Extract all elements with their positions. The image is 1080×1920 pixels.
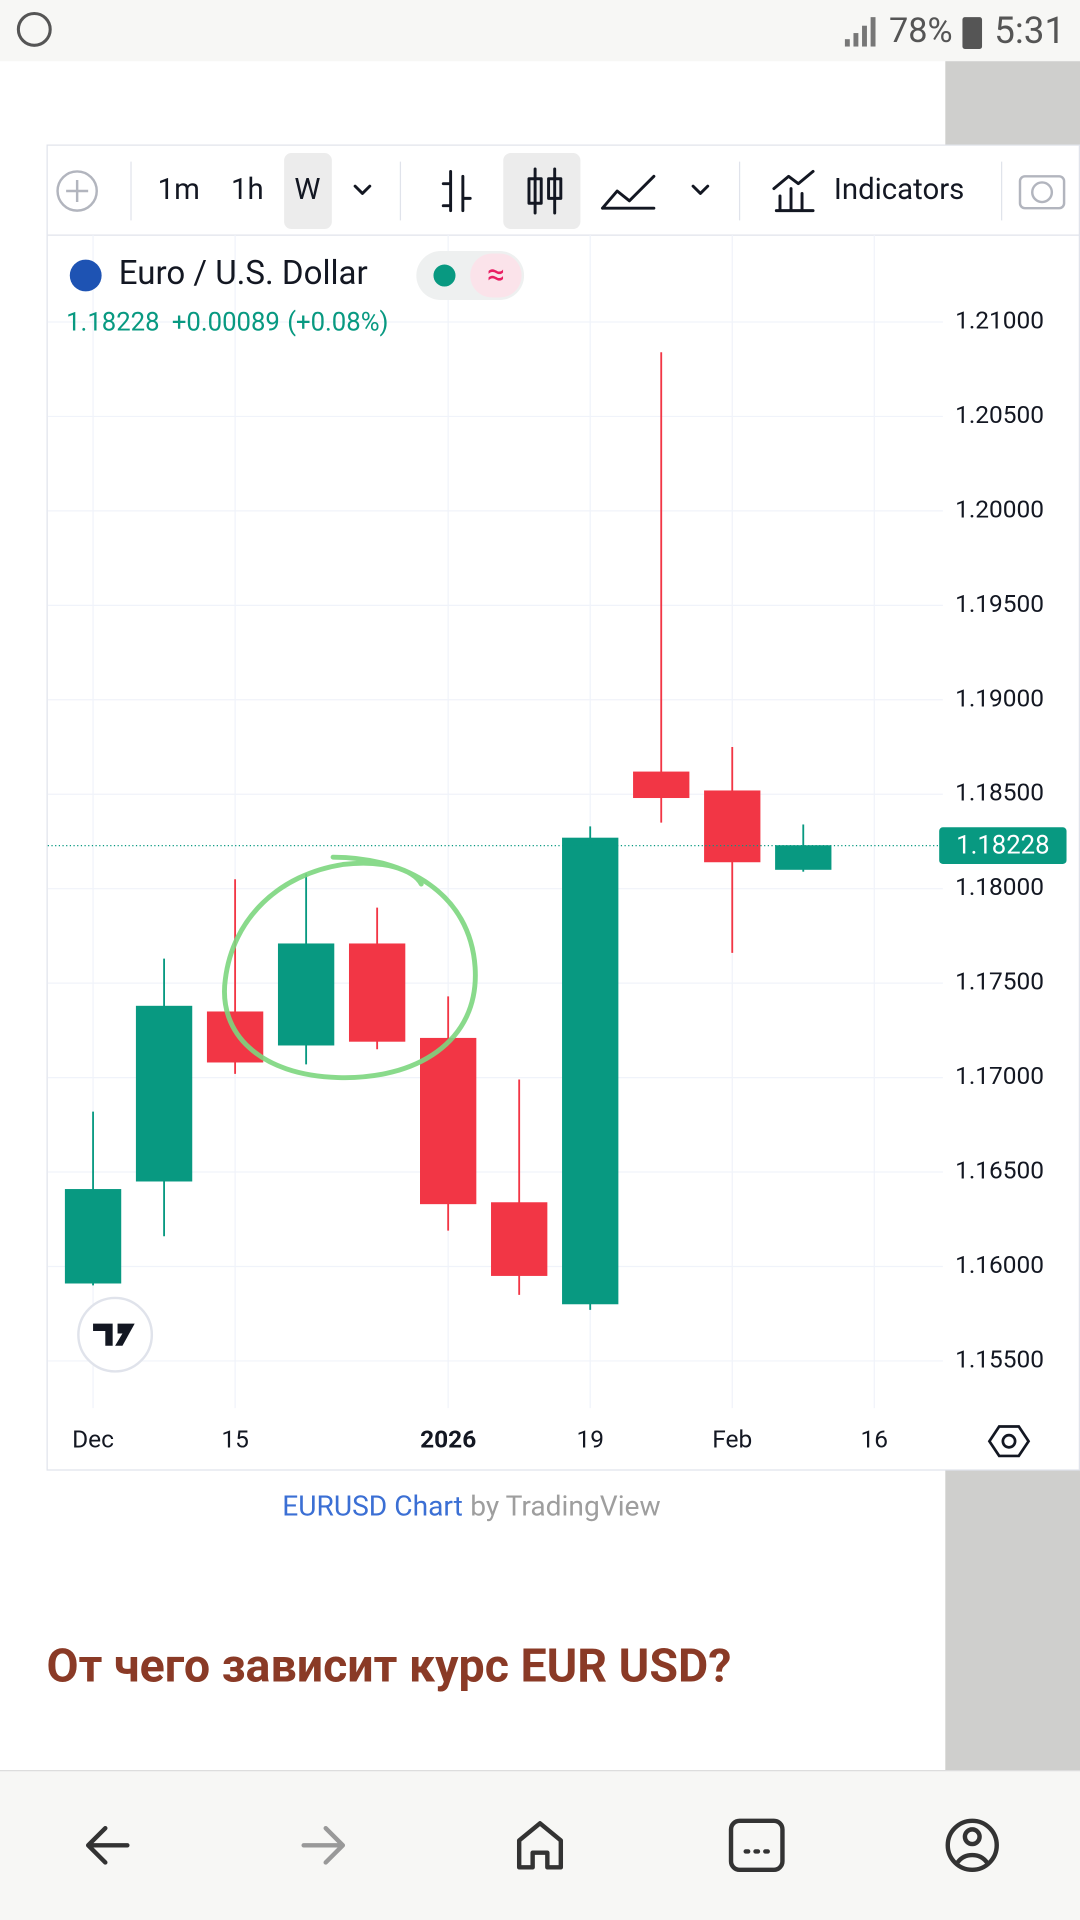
- x-tick-label: 15: [221, 1425, 249, 1454]
- last-price-tag: [939, 827, 1067, 864]
- change-percent: (+0.08%): [287, 307, 388, 337]
- candles-icon-body: [527, 177, 543, 205]
- y-tick-label: 1.19500: [955, 589, 1044, 618]
- type-dropdown[interactable]: [691, 184, 710, 195]
- account-head: [962, 1827, 982, 1847]
- account-button[interactable]: [945, 1818, 999, 1872]
- symbol-icon: [69, 259, 102, 292]
- settings-dot: [1001, 1433, 1017, 1449]
- compare-button[interactable]: [56, 170, 98, 212]
- settings-button[interactable]: [987, 1425, 1031, 1458]
- legend-values: 1.18228 +0.00089 (+0.08%): [66, 307, 388, 337]
- y-tick-label: 1.16000: [955, 1250, 1044, 1279]
- x-tick-label: 19: [576, 1425, 604, 1454]
- viber-icon: [16, 11, 52, 47]
- candles-icon[interactable]: [533, 167, 557, 215]
- market-open-dot: [433, 264, 456, 287]
- y-tick-label: 1.19000: [955, 683, 1044, 712]
- y-tick-label: 1.16500: [955, 1156, 1044, 1185]
- y-tick-label: 1.20500: [955, 400, 1044, 429]
- caption-by: by TradingView: [470, 1490, 660, 1523]
- caption: EURUSD Chart by TradingView: [282, 1490, 660, 1523]
- bars-icon[interactable]: [441, 169, 472, 213]
- battery-percent: 78%: [889, 11, 953, 51]
- snapshot-button[interactable]: [1018, 175, 1066, 210]
- bottom-nav: [0, 1770, 1080, 1920]
- status-bar: [0, 0, 1080, 62]
- y-tick-label: 1.18500: [955, 778, 1044, 807]
- back-button[interactable]: [85, 1825, 130, 1865]
- interval-button[interactable]: 1h: [231, 173, 264, 207]
- battery-icon: [962, 17, 983, 49]
- candle-body: [64, 1189, 122, 1284]
- y-tick-label: 1.15500: [955, 1344, 1044, 1373]
- interval-dropdown[interactable]: [353, 184, 372, 195]
- plot-area: 1.15500 1.16000 1.16500 1.17000 1.17500 1.180…: [47, 235, 1067, 1454]
- x-tick-label: Feb: [712, 1425, 752, 1454]
- compare-plus: [66, 180, 89, 203]
- change: +0.00089: [172, 307, 280, 337]
- home-button[interactable]: [516, 1821, 564, 1870]
- interval-active-bg: [284, 153, 332, 229]
- circle-annotation: [222, 854, 478, 1081]
- candles-icon-body: [547, 177, 563, 200]
- x-tick-label: 16: [861, 1425, 889, 1454]
- tabs-button[interactable]: [728, 1818, 785, 1872]
- candle-body: [135, 1005, 193, 1182]
- caption-link[interactable]: EURUSD Chart: [282, 1490, 463, 1523]
- candle-body: [562, 837, 619, 1305]
- y-tick-label: 1.20000: [955, 494, 1044, 523]
- candle-body: [277, 943, 335, 1046]
- tradingview-logo-mark: [93, 1323, 135, 1346]
- candle-body: [704, 790, 761, 863]
- clock: 5:31: [994, 9, 1065, 52]
- delayed-icon: ≈: [487, 255, 505, 293]
- y-tick-label: 1.21000: [955, 305, 1044, 334]
- snapshot-lens: [1031, 181, 1054, 204]
- interval-button[interactable]: 1m: [158, 173, 200, 207]
- account-body: [955, 1852, 990, 1865]
- indicators-icon[interactable]: [772, 169, 815, 213]
- y-tick-label: 1.17500: [955, 967, 1044, 996]
- y-tick-label: 1.18000: [955, 872, 1044, 901]
- signal-icon: [844, 17, 876, 47]
- x-tick-label: 2026: [420, 1425, 476, 1454]
- candle-body: [348, 943, 406, 1042]
- indicators-button[interactable]: Indicators: [834, 173, 964, 207]
- delayed-badge: [470, 253, 522, 298]
- area-icon[interactable]: [600, 174, 656, 210]
- tradingview-logo[interactable]: [77, 1296, 154, 1373]
- x-tick-label: Dec: [72, 1425, 114, 1454]
- y-tick-label: 1.17000: [955, 1061, 1044, 1090]
- forward-button[interactable]: [301, 1825, 346, 1865]
- symbol-title: Euro / U.S. Dollar: [119, 254, 368, 293]
- candle-body: [775, 845, 832, 870]
- interval-button[interactable]: W: [294, 173, 320, 207]
- last-price-label: 1.18228: [956, 831, 1049, 861]
- candle-body: [420, 1037, 477, 1205]
- candle-body: [491, 1202, 548, 1276]
- candle-body: [633, 771, 690, 799]
- last-price: 1.18228: [66, 307, 159, 337]
- section-heading: От чего зависит курс EUR USD?: [47, 1639, 732, 1693]
